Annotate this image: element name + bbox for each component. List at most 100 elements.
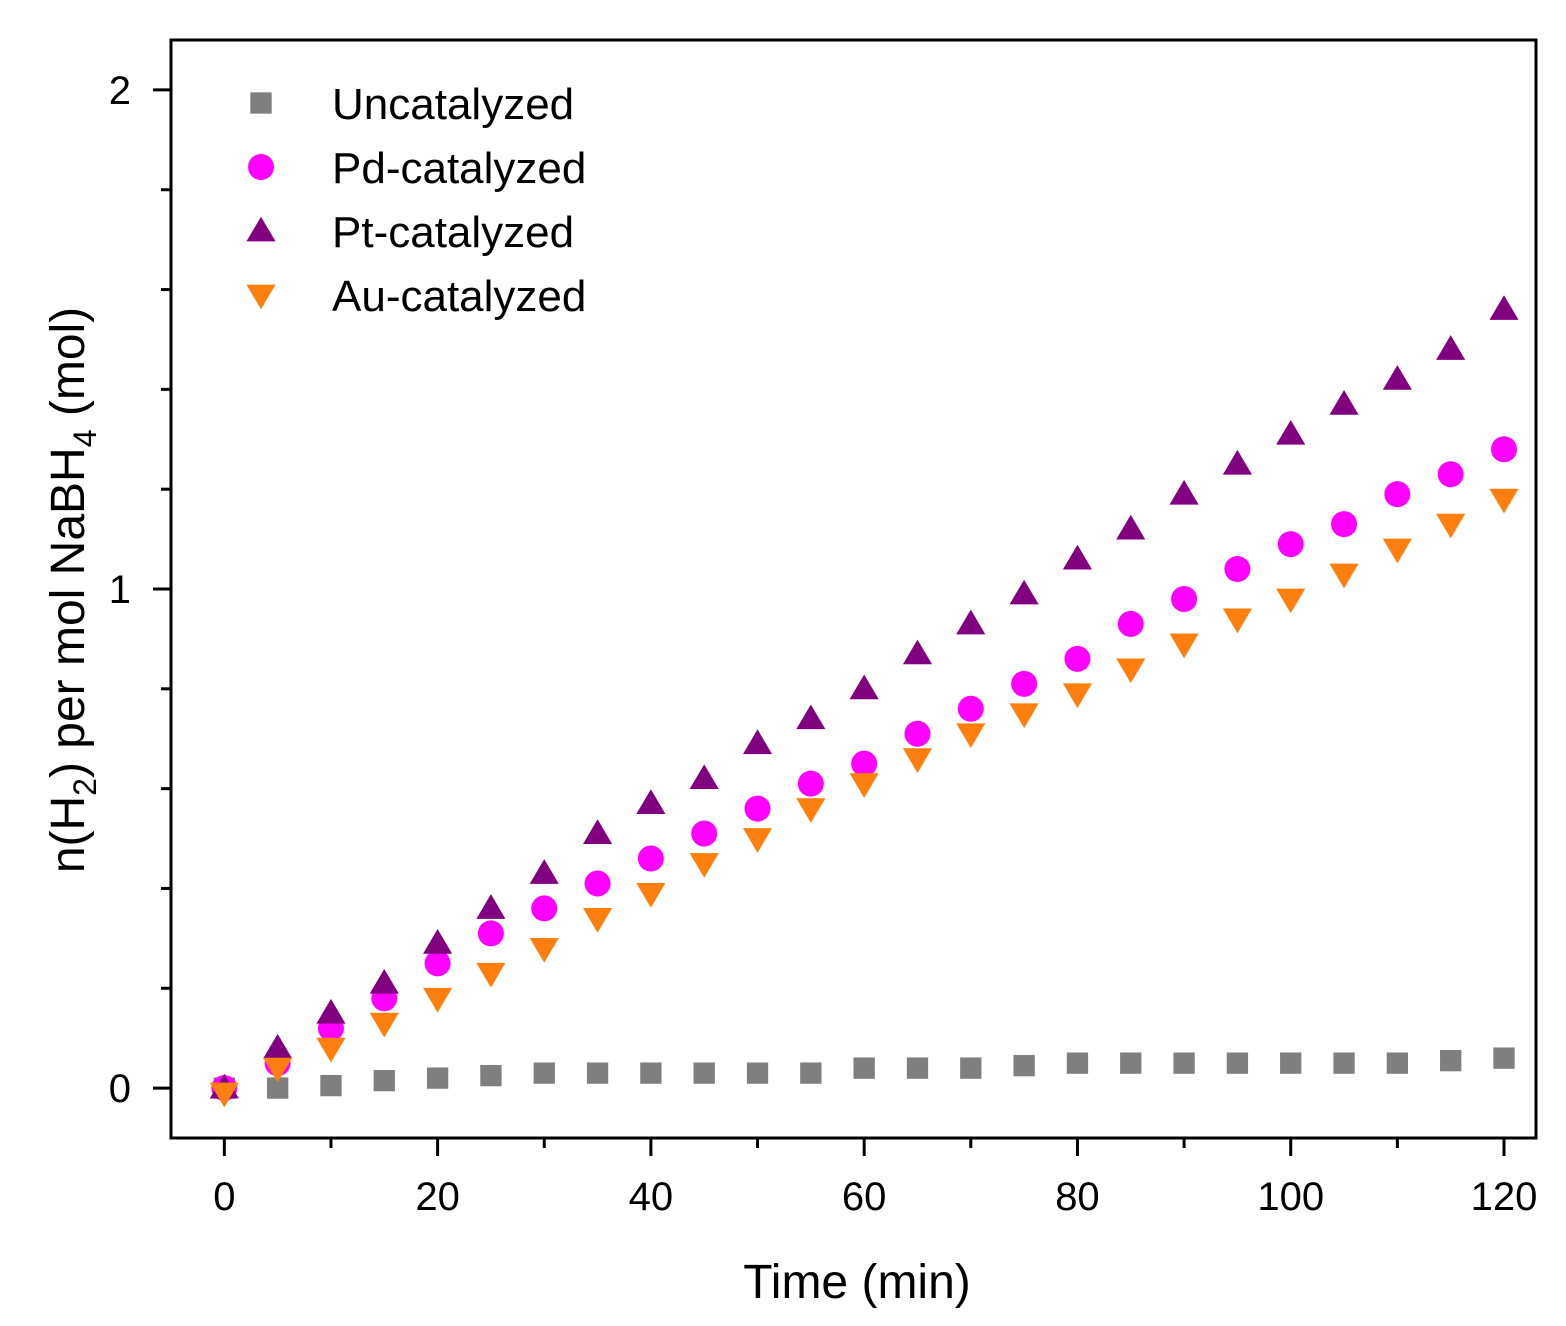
y-axis-title: n(H2) per mol NaBH4 (mol): [42, 307, 103, 873]
data-point: [1009, 703, 1039, 729]
x-tick-label: 120: [1471, 1175, 1538, 1219]
data-point: [477, 920, 504, 947]
plot-frame: [169, 38, 1538, 1140]
y-tick-label: 1: [109, 568, 131, 612]
data-point: [1169, 633, 1199, 659]
legend-marker: [250, 92, 272, 114]
data-point: [1382, 538, 1412, 564]
x-tick-label: 80: [1055, 1175, 1100, 1219]
data-point: [1277, 531, 1304, 558]
data-point: [1169, 479, 1199, 505]
data-point: [800, 1062, 822, 1084]
data-point: [1116, 514, 1146, 540]
x-tick-label: 40: [629, 1175, 674, 1219]
data-point: [1222, 449, 1252, 475]
data-point: [1116, 658, 1146, 684]
data-point: [1436, 335, 1466, 360]
data-point: [1276, 419, 1306, 445]
data-point: [426, 1067, 449, 1089]
data-point: [746, 1062, 769, 1084]
data-point: [1491, 436, 1518, 463]
legend: Uncatalyzed Pd-catalyzed Pt-catalyzed Au-ca…: [246, 80, 586, 321]
data-point: [742, 729, 773, 755]
data-point: [1329, 563, 1359, 589]
data-point: [1013, 1054, 1035, 1077]
legend-label: Pt-catalyzed: [332, 208, 574, 257]
legend-item: Uncatalyzed: [250, 80, 574, 129]
y-tick-label: 0: [109, 1067, 131, 1111]
data-series: [209, 295, 1519, 1108]
data-point: [956, 723, 986, 749]
data-point: [637, 845, 664, 872]
data-point: [316, 1037, 346, 1063]
data-point: [1437, 461, 1464, 488]
data-point: [584, 870, 611, 897]
data-point: [1440, 1049, 1462, 1072]
data-point: [1009, 579, 1039, 605]
legend-item: Pt-catalyzed: [246, 208, 574, 257]
data-point: [691, 820, 718, 847]
data-point: [797, 770, 824, 797]
legend-label: Au-catalyzed: [332, 272, 586, 321]
data-point: [266, 1077, 289, 1099]
data-point: [531, 895, 558, 922]
data-point: [1333, 1052, 1355, 1074]
data-point: [1386, 1052, 1409, 1074]
data-point: [1011, 670, 1038, 697]
data-point: [583, 908, 613, 933]
data-point: [640, 1062, 662, 1084]
data-point: [529, 937, 559, 963]
data-point: [1489, 488, 1519, 514]
data-point: [796, 798, 826, 823]
series-au-catalyzed: [209, 488, 1519, 1108]
data-point: [849, 773, 879, 798]
data-point: [1062, 544, 1093, 570]
y-axis: 0 1 2: [109, 69, 171, 1111]
data-point: [744, 795, 771, 822]
data-point: [689, 853, 719, 878]
data-point: [1276, 588, 1306, 614]
x-axis: 0 20 40 60 80 100 120: [213, 1138, 1537, 1219]
data-point: [902, 639, 933, 665]
data-point: [209, 1082, 239, 1108]
data-point: [906, 1057, 929, 1079]
data-point: [316, 998, 346, 1024]
data-point: [1171, 585, 1198, 612]
data-point: [480, 1064, 502, 1087]
data-point: [476, 894, 506, 919]
data-point: [1493, 1047, 1515, 1069]
legend-item: Pd-catalyzed: [248, 144, 586, 193]
data-point: [1384, 481, 1411, 508]
data-point: [796, 704, 826, 730]
data-point: [1382, 365, 1412, 390]
legend-item: Au-catalyzed: [246, 272, 586, 321]
x-axis-title: Time (min): [743, 1256, 971, 1309]
data-point: [1436, 513, 1466, 539]
data-point: [1064, 645, 1091, 672]
data-point: [320, 1074, 342, 1097]
data-point: [1222, 608, 1252, 634]
legend-label: Pd-catalyzed: [332, 144, 586, 193]
data-point: [902, 748, 933, 773]
data-point: [1062, 683, 1093, 709]
data-point: [689, 764, 719, 790]
data-point: [636, 789, 666, 815]
x-tick-label: 100: [1257, 1175, 1324, 1219]
data-point: [263, 1057, 293, 1083]
x-tick-label: 20: [415, 1175, 460, 1219]
data-point: [904, 720, 931, 747]
data-point: [583, 819, 613, 844]
data-point: [1173, 1052, 1195, 1074]
data-point: [742, 828, 773, 853]
data-point: [423, 929, 453, 954]
series-pt-catalyzed: [209, 295, 1519, 1099]
data-point: [369, 1012, 399, 1038]
series-uncatalyzed: [213, 1047, 1515, 1099]
data-point: [533, 1062, 555, 1084]
legend-marker: [248, 154, 274, 180]
data-point: [956, 609, 986, 635]
data-point: [851, 750, 878, 777]
data-point: [423, 987, 453, 1013]
data-point: [369, 968, 399, 994]
